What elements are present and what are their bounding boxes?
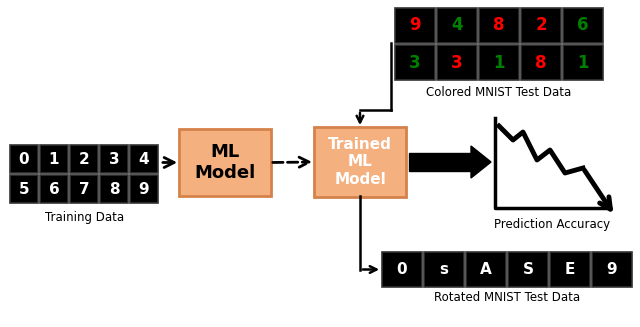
Bar xyxy=(592,252,632,287)
Bar xyxy=(521,45,561,80)
Text: 1: 1 xyxy=(493,54,505,72)
Bar xyxy=(382,252,422,287)
Text: 0: 0 xyxy=(19,151,29,166)
Bar xyxy=(40,145,68,173)
Text: 6: 6 xyxy=(577,16,589,35)
Bar xyxy=(130,145,158,173)
Text: Colored MNIST Test Data: Colored MNIST Test Data xyxy=(426,86,572,99)
Text: 8: 8 xyxy=(535,54,547,72)
Text: 3: 3 xyxy=(451,54,463,72)
Text: 9: 9 xyxy=(139,181,149,197)
Text: s: s xyxy=(440,262,449,277)
Text: 3: 3 xyxy=(109,151,119,166)
Bar xyxy=(563,45,603,80)
Bar xyxy=(40,175,68,203)
Text: 1: 1 xyxy=(577,54,589,72)
Text: 2: 2 xyxy=(79,151,90,166)
Bar xyxy=(10,145,38,173)
Bar xyxy=(479,8,519,43)
Text: 4: 4 xyxy=(451,16,463,35)
Text: Prediction Accuracy: Prediction Accuracy xyxy=(495,218,611,231)
Bar xyxy=(466,252,506,287)
Bar xyxy=(550,252,590,287)
Bar xyxy=(100,145,128,173)
FancyBboxPatch shape xyxy=(314,127,406,197)
Text: E: E xyxy=(565,262,575,277)
Bar xyxy=(395,8,435,43)
Bar xyxy=(424,252,464,287)
Text: 9: 9 xyxy=(409,16,421,35)
Bar xyxy=(437,45,477,80)
Text: 3: 3 xyxy=(409,54,421,72)
Text: 9: 9 xyxy=(607,262,618,277)
Text: 0: 0 xyxy=(397,262,407,277)
Text: 5: 5 xyxy=(19,181,29,197)
Polygon shape xyxy=(471,146,491,178)
Text: Rotated MNIST Test Data: Rotated MNIST Test Data xyxy=(434,291,580,304)
Bar xyxy=(100,175,128,203)
Bar xyxy=(409,153,471,171)
Text: A: A xyxy=(480,262,492,277)
Text: 7: 7 xyxy=(79,181,90,197)
Bar xyxy=(437,8,477,43)
Text: 4: 4 xyxy=(139,151,149,166)
Text: Trained
ML
Model: Trained ML Model xyxy=(328,137,392,187)
Bar xyxy=(479,45,519,80)
Bar xyxy=(563,8,603,43)
Text: 6: 6 xyxy=(49,181,60,197)
Bar xyxy=(70,175,98,203)
Text: 1: 1 xyxy=(49,151,60,166)
FancyBboxPatch shape xyxy=(179,129,271,196)
Text: 2: 2 xyxy=(535,16,547,35)
Text: ML
Model: ML Model xyxy=(195,143,255,182)
Text: Training Data: Training Data xyxy=(45,211,125,224)
Bar xyxy=(395,45,435,80)
Bar xyxy=(130,175,158,203)
Bar xyxy=(10,175,38,203)
Text: 8: 8 xyxy=(493,16,505,35)
Bar xyxy=(508,252,548,287)
Bar xyxy=(70,145,98,173)
Text: 8: 8 xyxy=(109,181,119,197)
Text: S: S xyxy=(522,262,534,277)
Bar xyxy=(521,8,561,43)
